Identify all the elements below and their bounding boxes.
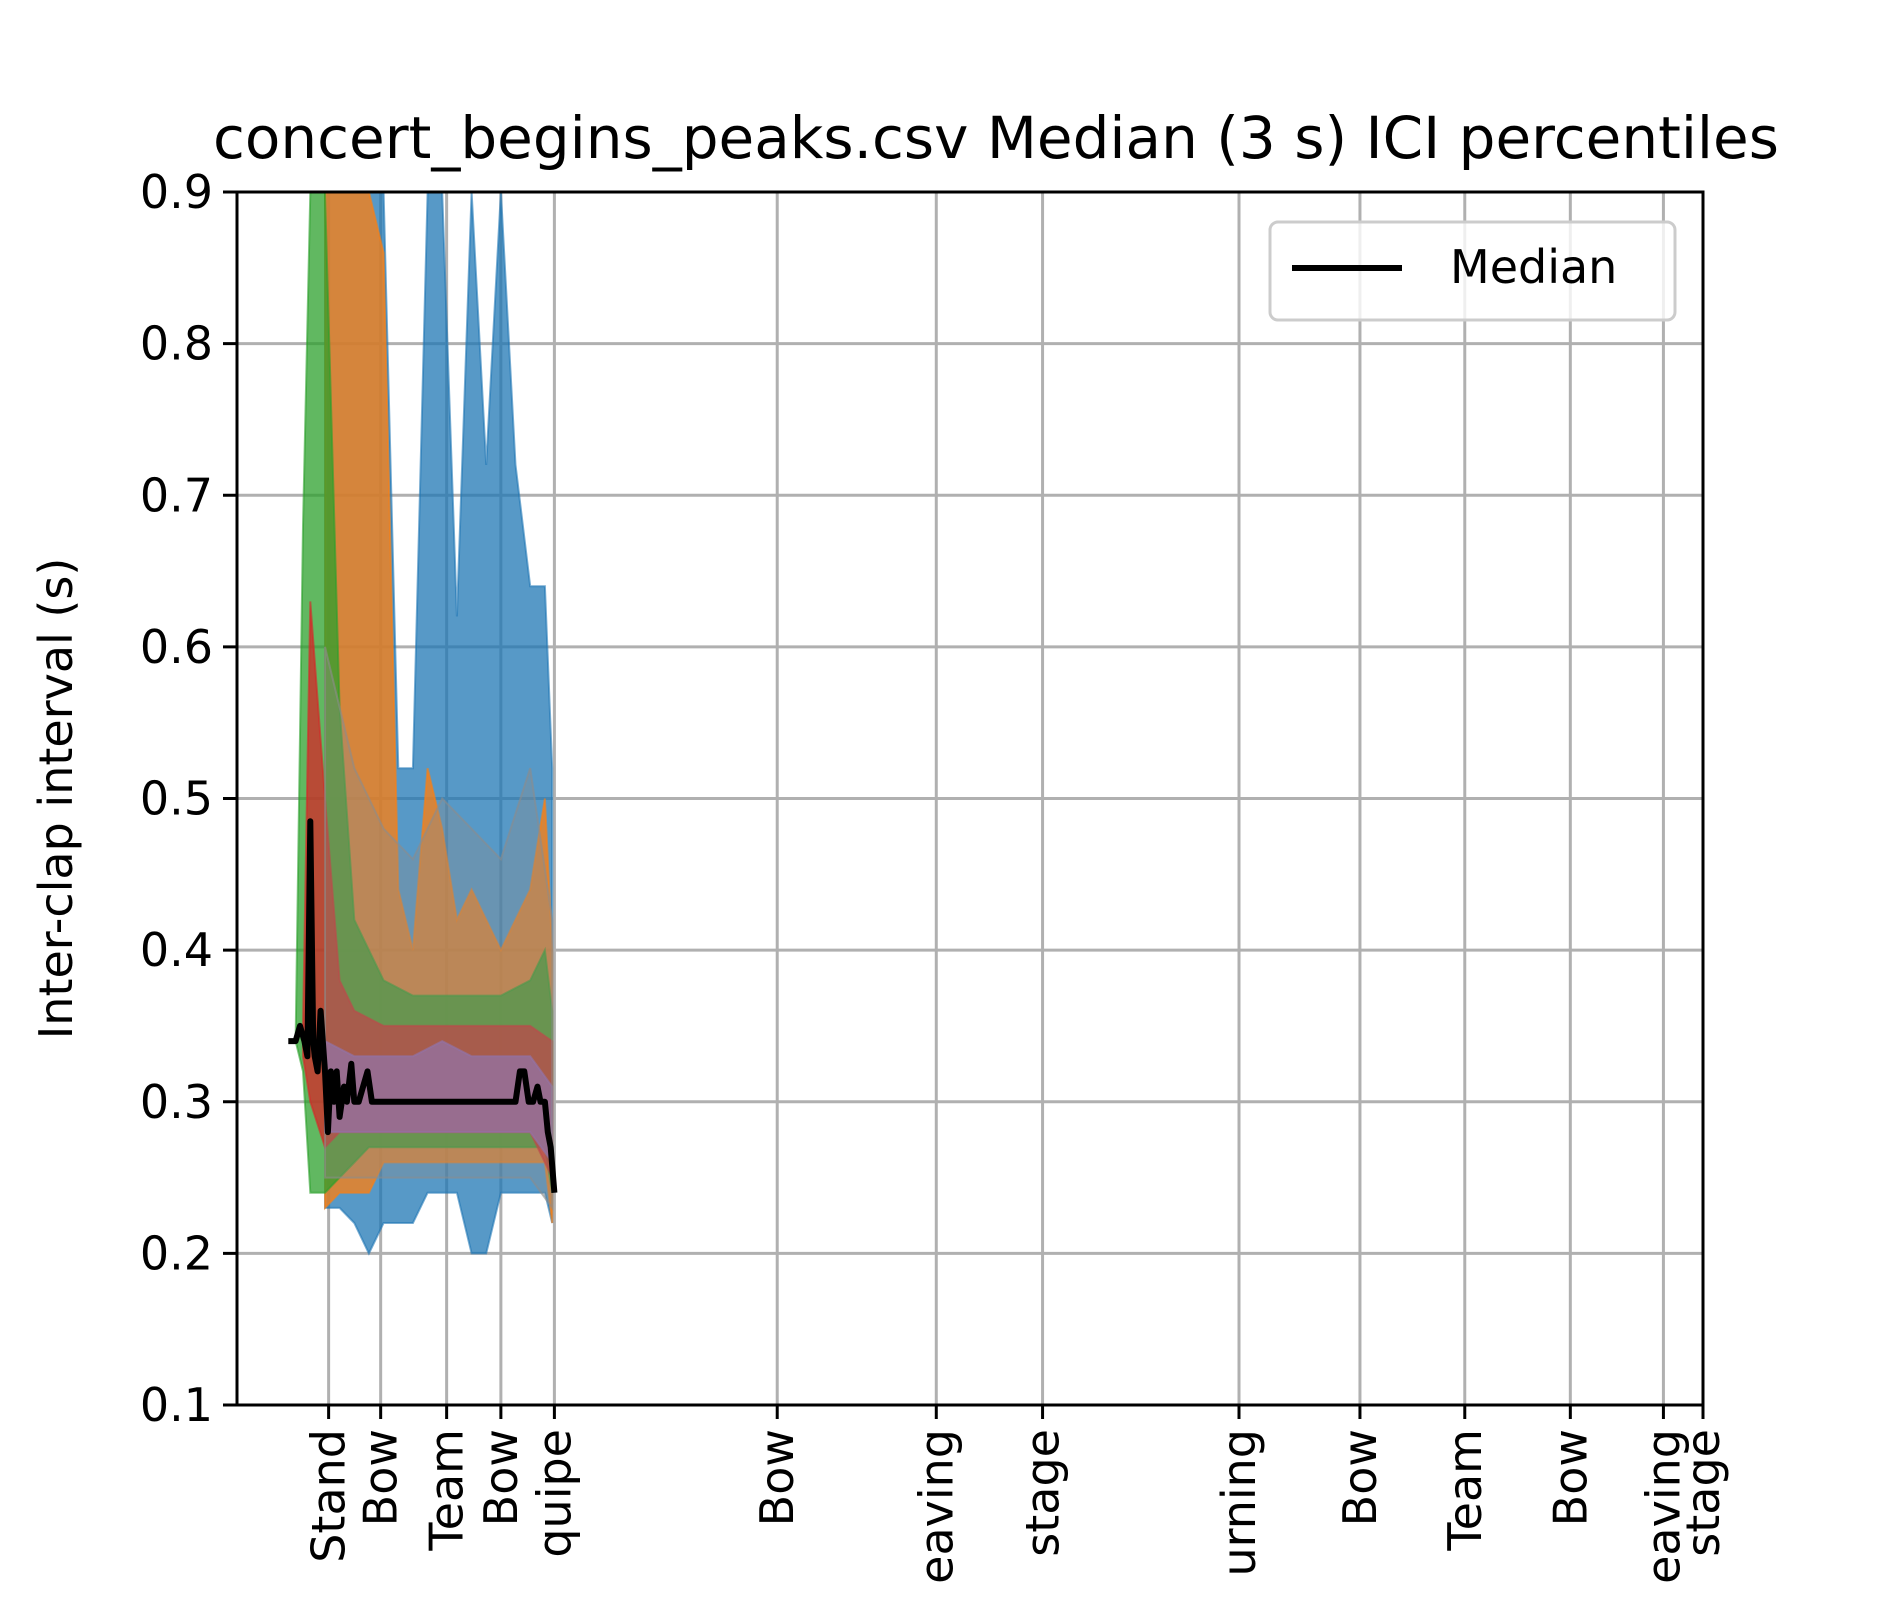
- median-lines: [288, 818, 558, 1193]
- percentile-band-5: [324, 646, 554, 1211]
- x-tick-label-2: Team: [420, 1429, 474, 1552]
- x-tick-label-6: eaving: [909, 1429, 963, 1584]
- legend-label-median: Median: [1450, 240, 1617, 294]
- x-tick-label-3: Bow: [474, 1429, 528, 1526]
- x-tick-label-1: Bow: [354, 1429, 408, 1526]
- y-tick-label-7: 0.8: [140, 317, 213, 371]
- y-axis-label: Inter-clap interval (s): [29, 558, 83, 1040]
- x-tick-label-0: Stand: [302, 1429, 356, 1563]
- x-tick-label-8: urning: [1212, 1429, 1266, 1577]
- x-tick-label-9: Bow: [1333, 1429, 1387, 1526]
- y-tick-label-1: 0.2: [140, 1226, 213, 1280]
- y-tick-label-0: 0.1: [140, 1378, 213, 1432]
- legend: Median: [1268, 220, 1677, 322]
- x-tick-label-11: Bow: [1543, 1429, 1597, 1526]
- y-tick-label-5: 0.6: [140, 620, 213, 674]
- x-tick-label-12: eaving: [1636, 1429, 1690, 1584]
- x-tick-label-7: stage: [1016, 1429, 1070, 1557]
- legend-box: [1268, 220, 1677, 322]
- percentile-band-1: [324, 192, 554, 1224]
- y-tick-label-4: 0.5: [140, 772, 213, 826]
- chart-title: concert_begins_peaks.csv Median (3 s) IC…: [213, 104, 1779, 172]
- x-tick-label-5: Bow: [750, 1429, 804, 1526]
- y-tick-label-2: 0.3: [140, 1075, 213, 1129]
- y-tick-label-3: 0.4: [140, 923, 213, 977]
- y-tick-label-8: 0.9: [140, 165, 213, 219]
- y-ticks: 0.1 0.2 0.3 0.4 0.5 0.6 0.7 0.8 0.9: [140, 165, 237, 1432]
- x-tick-label-10: Team: [1438, 1429, 1492, 1552]
- y-tick-label-6: 0.7: [140, 468, 213, 522]
- x-tick-label-4: quipe: [527, 1429, 581, 1558]
- series-line-median: [288, 818, 558, 1193]
- percentile-bands: [294, 192, 554, 1256]
- x-tick-label-13: stage: [1676, 1429, 1730, 1557]
